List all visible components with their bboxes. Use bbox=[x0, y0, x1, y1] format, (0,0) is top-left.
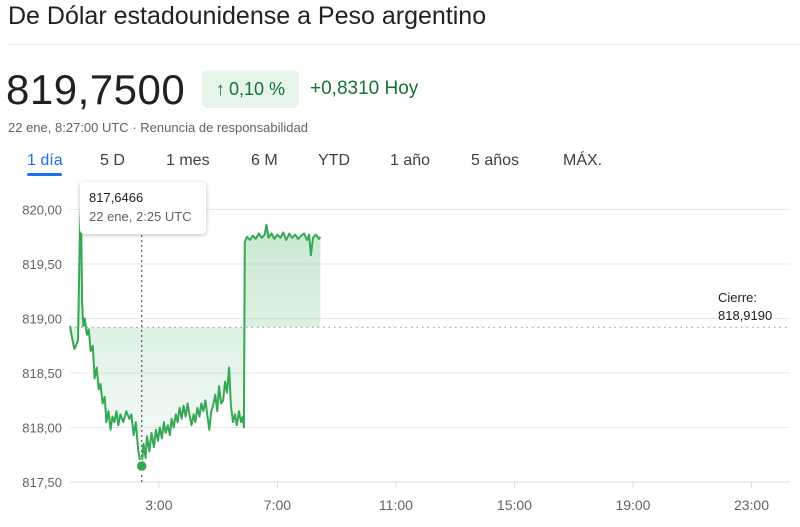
tab-5-years[interactable]: 5 años bbox=[471, 152, 520, 169]
y-tick-label: 819,50 bbox=[22, 257, 62, 272]
tab-1-month[interactable]: 1 mes bbox=[166, 152, 210, 169]
tab-ytd[interactable]: YTD bbox=[318, 152, 350, 169]
quote-meta: 22 ene, 8:27:00 UTC · Renuncia de respon… bbox=[8, 120, 308, 135]
y-tick-label: 818,00 bbox=[22, 421, 62, 436]
previous-close-value: 818,9190 bbox=[718, 308, 773, 323]
x-tick-label: 15:00 bbox=[497, 497, 532, 513]
percent-change-value: 0,10 % bbox=[228, 78, 286, 99]
x-tick-label: 11:00 bbox=[379, 497, 413, 513]
hover-tooltip: 817,6466 22 ene, 2:25 UTC bbox=[80, 182, 206, 234]
tab-6-months[interactable]: 6 M bbox=[251, 152, 278, 169]
meta-separator: · bbox=[132, 120, 137, 135]
tab-max[interactable]: MÁX. bbox=[563, 152, 603, 169]
disclaimer-link[interactable]: Renuncia de responsabilidad bbox=[140, 120, 308, 135]
header-divider bbox=[8, 44, 800, 45]
x-tick-label: 3:00 bbox=[145, 497, 172, 513]
y-tick-label: 817,50 bbox=[22, 475, 62, 490]
x-tick-label: 7:00 bbox=[264, 497, 291, 513]
price-line bbox=[69, 208, 322, 467]
current-price: 819,7500 bbox=[6, 66, 186, 113]
previous-close-title: Cierre: bbox=[718, 290, 758, 305]
tab-1-year[interactable]: 1 año bbox=[390, 152, 431, 169]
tooltip-price: 817,6466 bbox=[89, 190, 144, 205]
tab-5-days[interactable]: 5 D bbox=[100, 152, 125, 169]
range-tabs: 1 día 5 D 1 mes 6 M YTD 1 año 5 años MÁX… bbox=[0, 152, 800, 178]
arrow-up-icon: ↑ bbox=[215, 78, 225, 99]
tooltip-time: 22 ene, 2:25 UTC bbox=[89, 209, 192, 224]
y-tick-label: 820,00 bbox=[22, 203, 62, 218]
y-tick-label: 818,50 bbox=[22, 366, 62, 381]
percent-change-badge: ↑ 0,10 % bbox=[202, 70, 299, 108]
hover-point bbox=[135, 459, 148, 473]
series-area bbox=[70, 209, 321, 466]
x-tick-label: 19:00 bbox=[615, 497, 650, 513]
previous-close-label: Cierre: 818,9190 bbox=[718, 289, 772, 325]
page-title: De Dólar estadounidense a Peso argentino bbox=[8, 2, 487, 30]
y-tick-label: 819,00 bbox=[22, 312, 62, 327]
x-tick-label: 23:00 bbox=[734, 497, 769, 513]
absolute-change: +0,8310 Hoy bbox=[310, 78, 419, 99]
active-tab-indicator bbox=[27, 173, 62, 176]
quote-timestamp: 22 ene, 8:27:00 UTC bbox=[8, 120, 129, 135]
tab-1-day[interactable]: 1 día bbox=[27, 152, 63, 169]
